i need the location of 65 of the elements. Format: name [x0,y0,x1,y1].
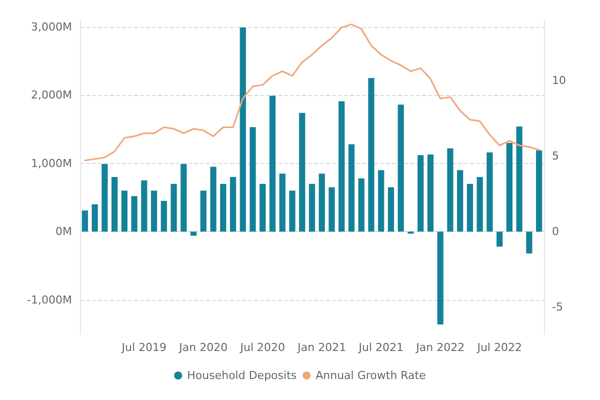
x-tick-label: Jul 2020 [239,341,286,354]
y2-tick-label: 5 [552,149,559,162]
bar [210,166,216,232]
bar [190,232,197,236]
bar [240,28,246,232]
bar [250,127,256,232]
bar [92,204,98,232]
y2-tick-label: -5 [552,300,563,314]
bar [457,170,464,232]
y-tick-label: -1,000M [27,293,72,306]
bar [338,101,345,232]
bar [82,210,88,232]
bar [200,190,206,232]
bar [111,177,118,232]
bar [526,232,532,254]
bar [427,154,434,232]
bar [476,177,483,232]
y2-tick-label: 10 [552,74,566,87]
bar [368,78,374,232]
bar [378,170,384,232]
bar [269,96,276,232]
bar [388,187,394,232]
line-series [84,24,540,162]
y-tick-label: 2,000M [31,88,72,102]
legend-label: Annual Growth Rate [316,369,426,382]
x-tick-label: Jul 2019 [120,341,167,354]
bar [180,164,187,232]
bar [289,190,296,232]
bar [150,190,158,232]
bar [220,184,226,232]
bar [102,164,108,232]
bar [466,184,474,232]
x-tick-label: Jan 2020 [178,341,228,354]
y2-tick-label: 0 [552,225,559,238]
bar [516,126,522,232]
bar [170,184,177,232]
bar [486,152,493,232]
bar [328,187,335,232]
bar [279,174,286,232]
legend-label: Household Deposits [187,369,297,382]
bar [418,155,424,232]
bar [536,150,542,232]
bar [447,148,454,232]
bar [496,232,503,247]
bar [318,174,325,232]
y-tick-label: 3,000M [31,20,72,34]
bar [260,184,266,232]
y-tick-label: 0M [56,225,72,238]
y-tick-label: 1,000M [31,156,72,170]
x-tick-label: Jul 2021 [358,341,404,354]
bar [348,144,355,232]
x-tick-label: Jan 2021 [296,341,346,354]
x-tick-label: Jul 2022 [476,341,522,354]
bar [437,232,444,324]
bar [308,184,316,232]
bar [160,200,167,232]
bar [358,178,364,232]
bar [131,196,138,232]
x-tick-label: Jan 2022 [415,341,465,354]
bar [398,104,404,232]
bar [121,190,128,232]
bar [299,112,306,232]
bar [506,142,513,232]
bar [141,180,148,232]
bar [230,177,236,232]
